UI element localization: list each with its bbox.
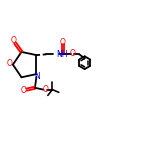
- Text: O: O: [21, 86, 27, 95]
- Text: O: O: [7, 59, 12, 68]
- Text: NH: NH: [57, 50, 68, 59]
- Text: O: O: [42, 85, 48, 94]
- Text: O: O: [70, 49, 76, 58]
- Text: O: O: [60, 38, 66, 47]
- Text: N: N: [34, 72, 40, 81]
- Text: O: O: [10, 36, 16, 45]
